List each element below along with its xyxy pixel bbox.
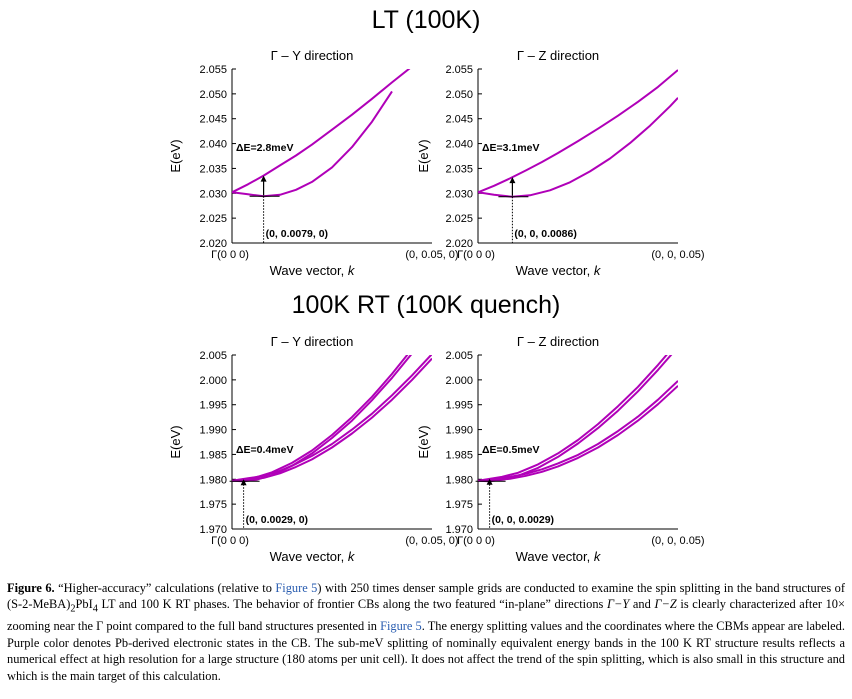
panel-1-x-axis-label: Wave vector, k: [270, 263, 356, 278]
panel-3-band-line-4: [232, 355, 432, 482]
panel-4-band-line-4: [478, 380, 678, 482]
panel-2-x-tick-label-end: (0, 0, 0.05): [651, 249, 704, 261]
section-title-rt: 100K RT (100K quench): [291, 291, 561, 319]
panel-1-y-tick-label: 2.055: [199, 64, 227, 76]
panel-4-y-tick-label: 1.980: [445, 474, 473, 486]
panel-1-y-tick-label: 2.020: [199, 238, 227, 250]
panel-2-y-tick-label: 2.030: [445, 188, 473, 200]
panel-1-delta-e-label: ΔE=2.8meV: [236, 142, 293, 154]
panel-1-y-tick-label: 2.030: [199, 188, 227, 200]
panel-4-x-axis-label: Wave vector, k: [516, 549, 602, 564]
panel-2-y-tick-label: 2.025: [445, 213, 473, 225]
panel-1-y-tick-label: 2.045: [199, 114, 227, 126]
panel-3-y-tick-label: 1.985: [199, 449, 227, 461]
panel-2-y-tick-label: 2.050: [445, 89, 473, 101]
panel-2-y-axis-label: E(eV): [416, 139, 431, 172]
panel-3-splitting-arrow-head: [240, 479, 247, 486]
panel-3-y-tick-label: 2.005: [199, 350, 227, 362]
panel-3-x-tick-label-start: Γ(0 0 0): [211, 535, 249, 547]
panel-3-band-line-2: [232, 355, 409, 482]
panel-3-y-tick-label: 1.970: [199, 524, 227, 536]
panel-1-splitting-arrow-head: [260, 175, 267, 182]
panel-3-delta-e-label: ΔE=0.4meV: [236, 444, 293, 456]
panel-4-y-tick-label: 1.975: [445, 499, 473, 511]
panel-3-y-tick-label: 1.990: [199, 425, 227, 437]
panel-3-y-tick-label: 1.980: [199, 474, 227, 486]
panel-2-band-line-2: [478, 69, 678, 194]
panel-4-title: Γ – Z direction: [517, 334, 599, 349]
panel-4-y-axis-label: E(eV): [416, 425, 431, 458]
panel-4-y-tick-label: 1.970: [445, 524, 473, 536]
panel-4-y-tick-label: 1.995: [445, 400, 473, 412]
panel-2-x-axis-label: Wave vector, k: [516, 263, 602, 278]
panel-1-x-tick-label-start: Γ(0 0 0): [211, 249, 249, 261]
panel-4-y-tick-label: 1.990: [445, 425, 473, 437]
panel-2-delta-e-label: ΔE=3.1meV: [482, 142, 539, 154]
panel-3-y-axis-label: E(eV): [168, 425, 183, 458]
panel-2-y-tick-label: 2.020: [445, 238, 473, 250]
panel-1-y-tick-label: 2.035: [199, 163, 227, 175]
panel-1-y-axis-label: E(eV): [168, 139, 183, 172]
panel-3-x-tick-label-end: (0, 0.05, 0): [405, 535, 458, 547]
figure-5-link[interactable]: Figure 5: [275, 581, 318, 595]
panel-1-band-line-1: [232, 90, 393, 198]
caption-label: Figure 6.: [7, 581, 55, 595]
panel-4-x-tick-label-end: (0, 0, 0.05): [651, 535, 704, 547]
panel-2-cbm-label: (0, 0, 0.0086): [514, 228, 576, 240]
panel-3-band-line-1: [232, 355, 413, 483]
panel-2-y-tick-label: 2.035: [445, 163, 473, 175]
panel-4-splitting-arrow-head: [486, 478, 493, 485]
panel-3-band-line-3: [232, 357, 432, 482]
panel-1-x-tick-label-end: (0, 0.05, 0): [405, 249, 458, 261]
panel-4-y-tick-label: 2.000: [445, 375, 473, 387]
panel-1-y-tick-label: 2.040: [199, 139, 227, 151]
panel-2-splitting-arrow-head: [509, 177, 516, 184]
panel-4-y-tick-label: 2.005: [445, 350, 473, 362]
figure-caption: Figure 6. “Higher-accuracy” calculations…: [7, 581, 845, 683]
panel-1-y-tick-label: 2.025: [199, 213, 227, 225]
panel-3-y-tick-label: 1.995: [199, 400, 227, 412]
panel-2-y-tick-label: 2.045: [445, 114, 473, 126]
panel-3-x-axis-label: Wave vector, k: [270, 549, 356, 564]
panel-1-title: Γ – Y direction: [271, 48, 354, 63]
panel-4-band-line-3: [478, 385, 678, 482]
panel-4-band-line-1: [478, 355, 673, 483]
panel-1-y-tick-label: 2.050: [199, 89, 227, 101]
panel-3-y-tick-label: 1.975: [199, 499, 227, 511]
panel-2-title: Γ – Z direction: [517, 48, 599, 63]
panel-4-delta-e-label: ΔE=0.5meV: [482, 444, 539, 456]
panel-2-x-tick-label-start: Γ(0 0 0): [457, 249, 495, 261]
panel-3-title: Γ – Y direction: [271, 334, 354, 349]
panel-3-y-tick-label: 2.000: [199, 375, 227, 387]
panel-3-cbm-label: (0, 0.0029, 0): [246, 514, 308, 526]
panel-4-x-tick-label-start: Γ(0 0 0): [457, 535, 495, 547]
panel-1-band-line-2: [232, 69, 411, 194]
panel-2-y-tick-label: 2.055: [445, 64, 473, 76]
figure-5-link-2[interactable]: Figure 5: [380, 619, 422, 634]
panel-4-y-tick-label: 1.985: [445, 449, 473, 461]
panel-2-y-tick-label: 2.040: [445, 139, 473, 151]
section-title-lt: LT (100K): [371, 6, 481, 34]
panel-4-cbm-label: (0, 0, 0.0029): [492, 514, 554, 526]
panel-1-cbm-label: (0, 0.0079, 0): [266, 228, 328, 240]
band-structure-figure: Γ – Y direction 2.055 2.050 2.045 2.040 2.035…: [168, 48, 705, 564]
